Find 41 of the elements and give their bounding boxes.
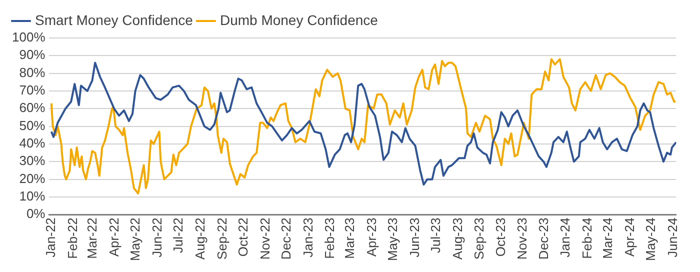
y-tick-label: 10% [19,188,46,204]
x-tick-label: Apr-24 [622,218,637,257]
y-tick-label: 40% [19,136,46,151]
x-tick-label: Jun-24 [664,218,680,258]
x-tick-label: Dec-23 [536,218,551,260]
x-tick-label: Jul-23 [428,218,443,254]
x-tick-label: May-22 [128,218,143,262]
x-tick-label: Apr-23 [364,218,379,257]
y-tick-label: 100% [12,30,46,45]
legend-label: Smart Money Confidence [35,12,194,28]
x-tick-label: Aug-23 [450,218,465,260]
y-tick-label: 90% [19,47,46,62]
x-tick-label: Oct-23 [492,218,508,257]
x-tick-label: Sep-22 [214,218,230,260]
y-tick-label: 20% [19,170,46,186]
x-tick-label: Mar-22 [84,218,100,259]
y-tick-label: 30% [19,153,46,168]
x-tick-label: Jun-22 [149,218,164,258]
y-tick-label: 50% [19,118,46,133]
x-tick-label: May-23 [384,218,400,262]
x-tick-label: Jan-24 [558,218,573,258]
y-tick-label: 60% [19,100,46,116]
x-tick-label: Nov-23 [514,218,530,260]
x-tick-label: Nov-22 [257,218,272,260]
x-tick-label: Aug-22 [192,218,208,260]
x-tick-label: Sep-23 [472,218,487,260]
y-tick-label: 70% [19,82,46,98]
x-tick-label: Mar-24 [600,218,616,259]
y-tick-label: 80% [19,64,46,80]
legend-label: Dumb Money Confidence [220,12,378,28]
x-tick-label: Dec-22 [278,218,294,260]
x-tick-label: Apr-22 [106,218,122,257]
x-tick-label: Oct-22 [235,218,250,257]
x-tick-label: Feb-24 [580,218,595,259]
x-tick-label: Feb-23 [322,218,338,259]
x-tick-label: Feb-22 [64,218,80,259]
x-tick-label: May-24 [643,218,658,262]
x-tick-label: Jul-22 [170,218,186,254]
x-tick-label: Jan-23 [300,218,316,258]
x-tick-label: Jun-23 [406,218,422,258]
x-tick-label: Mar-23 [342,218,357,259]
